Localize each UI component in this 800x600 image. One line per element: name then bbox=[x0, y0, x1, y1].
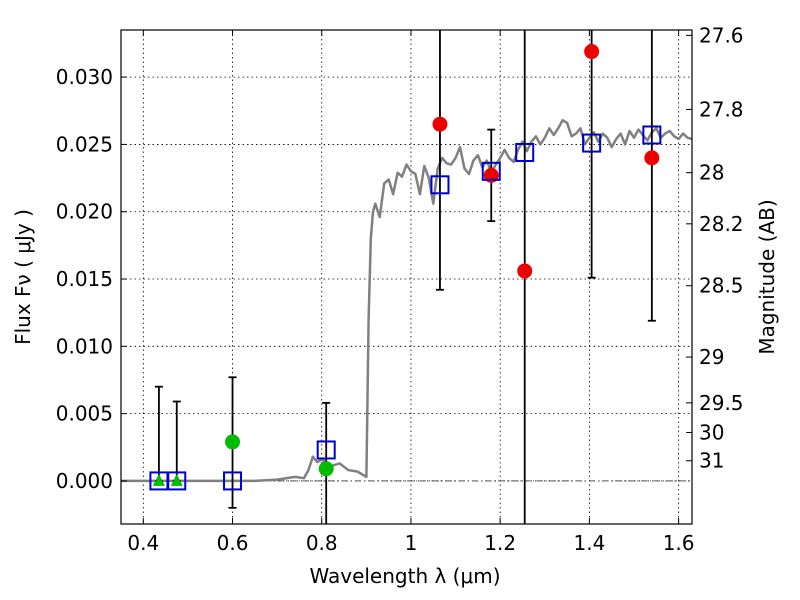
right-tick-label: 30 bbox=[699, 420, 724, 444]
model-photometry-square bbox=[481, 161, 501, 181]
right-tick-label: 28 bbox=[699, 161, 724, 185]
observed-flux-point bbox=[318, 461, 334, 477]
right-tick-label: 27.6 bbox=[699, 23, 744, 47]
y-tick-label: 0.010 bbox=[56, 334, 113, 358]
y-tick-label: 0.025 bbox=[56, 132, 113, 156]
y-axis-label: Flux Fν ( μJy ) bbox=[11, 209, 35, 345]
observed-flux-point bbox=[432, 116, 448, 132]
model-photometry-square bbox=[642, 125, 662, 145]
right-tick-label: 29.5 bbox=[699, 391, 744, 415]
model-photometry-square bbox=[223, 471, 243, 491]
model-photometry-square bbox=[515, 142, 535, 162]
right-tick-label: 27.8 bbox=[699, 97, 744, 121]
model-photometry-square bbox=[167, 471, 187, 491]
x-tick-label: 0.4 bbox=[127, 531, 159, 555]
model-photometry-square bbox=[430, 175, 450, 195]
y-tick-label: 0.030 bbox=[56, 65, 113, 89]
observed-flux-point bbox=[225, 434, 241, 450]
plot-frame bbox=[120, 29, 693, 525]
errorbar-layer bbox=[154, 30, 656, 524]
x-axis-ticks: 0.4 0.6 0.8 1 1.2 1.4 1.6 bbox=[127, 30, 695, 555]
y-axis-ticks: 0.000 0.005 0.010 0.015 0.020 0.025 0.030 bbox=[56, 65, 127, 493]
y-tick-label: 0.015 bbox=[56, 267, 113, 291]
x-tick-label: 1.6 bbox=[663, 531, 695, 555]
x-tick-label: 1 bbox=[405, 531, 418, 555]
grid bbox=[121, 30, 692, 524]
right-tick-label: 28.5 bbox=[699, 274, 744, 298]
right-tick-label: 28.2 bbox=[699, 212, 744, 236]
x-tick-label: 1.2 bbox=[484, 531, 516, 555]
observed-flux-point bbox=[584, 44, 600, 60]
model-photometry-square bbox=[316, 440, 336, 460]
right-tick-label: 29 bbox=[699, 345, 724, 369]
observed-flux-point bbox=[517, 263, 533, 279]
marker-layer bbox=[152, 44, 660, 486]
y-tick-label: 0.005 bbox=[56, 402, 113, 426]
model-photometry-square bbox=[582, 133, 602, 153]
x-axis-label: Wavelength λ (μm) bbox=[309, 564, 500, 588]
y-tick-label: 0.020 bbox=[56, 200, 113, 224]
upper-limit-triangle bbox=[170, 473, 183, 486]
upper-limit-triangle bbox=[152, 473, 165, 486]
x-tick-label: 0.8 bbox=[306, 531, 338, 555]
x-tick-label: 0.6 bbox=[217, 531, 249, 555]
x-tick-label: 1.4 bbox=[573, 531, 605, 555]
right-tick-label: 31 bbox=[699, 449, 724, 473]
observed-flux-point bbox=[644, 150, 660, 166]
right-axis-ticks: 27.6 27.8 28 28.2 28.5 29 29.5 30 31 bbox=[686, 23, 744, 473]
model-photometry-layer bbox=[149, 125, 662, 491]
y-tick-label: 0.000 bbox=[56, 469, 113, 493]
right-axis-label: Magnitude (AB) bbox=[755, 199, 779, 354]
template-spectrum-line bbox=[121, 118, 693, 483]
template-spectrum-layer bbox=[121, 118, 693, 483]
